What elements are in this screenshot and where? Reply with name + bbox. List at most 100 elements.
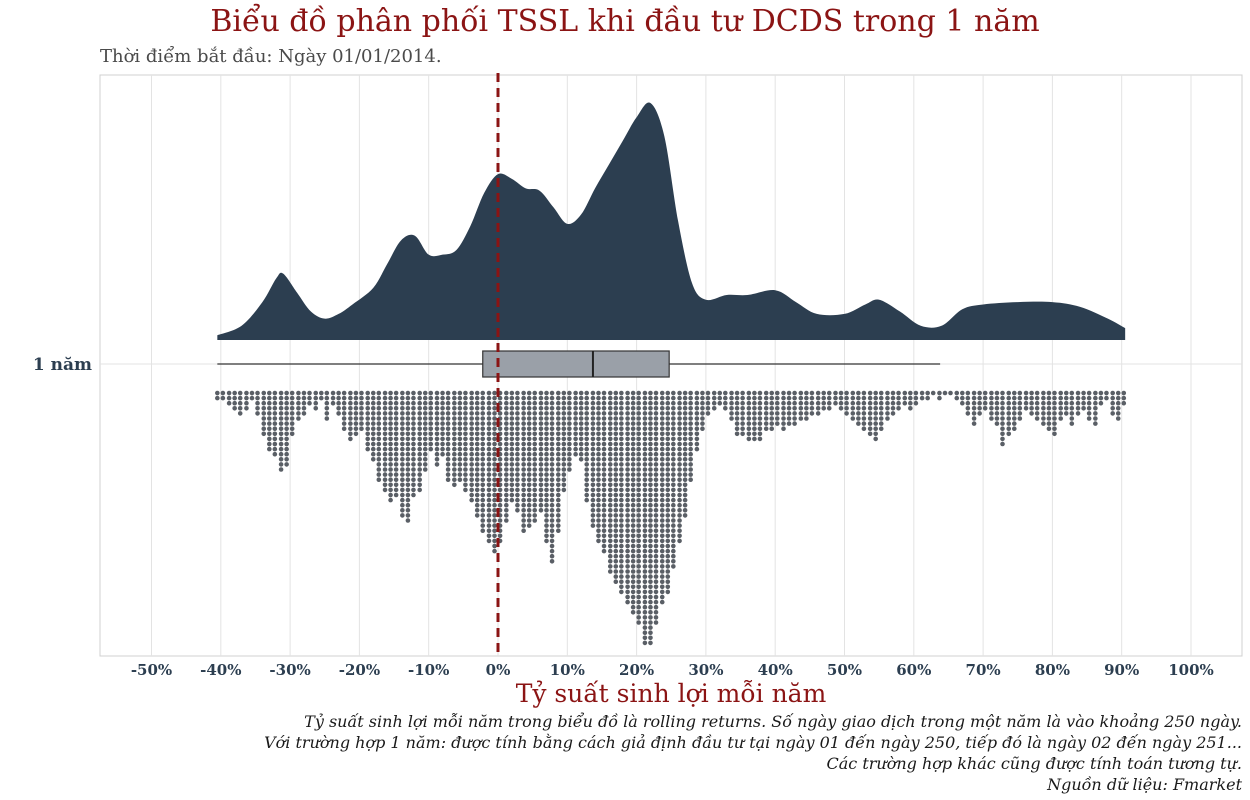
dot (636, 411, 641, 416)
dot (561, 446, 567, 452)
dot (688, 431, 693, 437)
dot (348, 436, 353, 442)
dot (480, 395, 486, 401)
dot (573, 446, 578, 452)
dot (1006, 395, 1012, 401)
dot (989, 390, 994, 396)
dot-stack (1034, 390, 1040, 421)
dot (1034, 390, 1040, 396)
dot (526, 406, 532, 411)
dot (740, 400, 745, 406)
dot (642, 574, 648, 579)
dot (642, 594, 648, 600)
dot (341, 390, 347, 396)
dot (538, 457, 544, 462)
dot (607, 436, 613, 442)
dot (400, 426, 405, 432)
dot (1017, 416, 1023, 421)
dot (625, 477, 630, 483)
dot (809, 390, 815, 396)
dot (440, 436, 445, 442)
dot (607, 411, 613, 416)
dot (867, 411, 873, 416)
dot (734, 395, 740, 401)
dot (549, 436, 555, 442)
dot (515, 497, 520, 503)
dot (619, 467, 624, 472)
dot (532, 457, 538, 462)
dot-stack (625, 390, 630, 605)
dot (659, 502, 665, 508)
dot (677, 390, 682, 396)
dot (526, 462, 532, 467)
dot (653, 477, 659, 483)
dot (596, 411, 601, 416)
dot (740, 416, 745, 421)
dot (630, 426, 636, 432)
dot (815, 406, 821, 411)
dot (509, 436, 515, 442)
dot (682, 400, 688, 406)
dot (1023, 395, 1029, 401)
dot (549, 523, 555, 528)
dot (405, 472, 411, 477)
dot (469, 472, 474, 477)
dot (422, 441, 428, 447)
dot (596, 513, 601, 518)
dot (296, 406, 301, 411)
dot (272, 446, 278, 452)
dot (422, 416, 428, 421)
dot (838, 400, 844, 406)
dot (613, 400, 619, 406)
caption-line: Các trường hợp khác cũng được tính toán … (826, 754, 1242, 773)
dot (382, 451, 388, 457)
dot (417, 395, 422, 401)
dot (642, 599, 648, 605)
dot (682, 421, 688, 426)
dot (359, 390, 364, 396)
dot (659, 472, 665, 477)
dot (388, 426, 393, 432)
dot (659, 574, 665, 579)
dot (278, 431, 284, 437)
dot-stack (422, 390, 428, 472)
dot (671, 508, 676, 513)
dot (428, 416, 434, 421)
dot (393, 492, 399, 498)
dot (648, 472, 653, 477)
dot (804, 416, 809, 421)
dot (671, 416, 676, 421)
dot (630, 472, 636, 477)
dot (457, 462, 463, 467)
x-tick-label: 20% (619, 661, 654, 679)
dot (648, 482, 653, 488)
dot (469, 487, 474, 493)
dot (1093, 390, 1098, 396)
dot (400, 472, 405, 477)
dot (555, 411, 561, 416)
dot (388, 446, 393, 452)
x-tick-label: 100% (1168, 661, 1214, 679)
dot (376, 477, 382, 483)
dot (532, 487, 538, 493)
dot (625, 411, 630, 416)
dot (497, 533, 503, 539)
dot (561, 472, 567, 477)
dot (474, 390, 480, 396)
dot (1017, 395, 1023, 401)
dot (486, 441, 492, 447)
dot (619, 579, 624, 584)
dot (752, 395, 757, 401)
dot (521, 395, 526, 401)
dot (405, 406, 411, 411)
dot (688, 400, 693, 406)
dot (659, 497, 665, 503)
dot (590, 462, 596, 467)
dot-stack (405, 390, 411, 523)
dot (665, 426, 671, 432)
dot (613, 523, 619, 528)
dot (653, 528, 659, 533)
dot (544, 406, 549, 411)
dot (636, 436, 641, 442)
dot (665, 538, 671, 544)
